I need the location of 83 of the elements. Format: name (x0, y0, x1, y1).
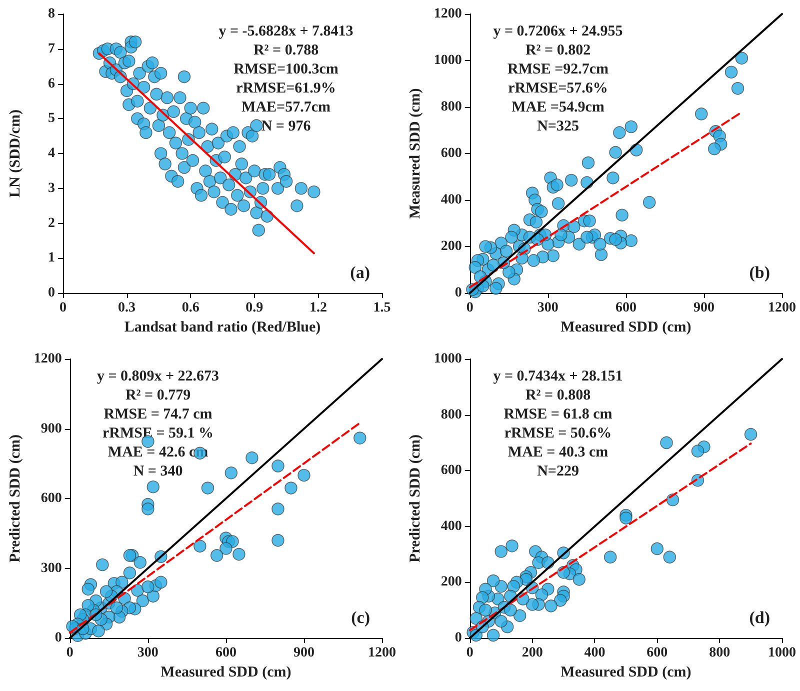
annotation: y = 0.7434x + 28.151 (493, 368, 623, 384)
x-tick-label: 600 (646, 646, 668, 660)
y-tick-label: 0 (454, 630, 462, 646)
annotation: N = 976 (261, 118, 312, 134)
annotation: (d) (749, 608, 770, 627)
x-tick-label: 900 (693, 300, 714, 316)
annotation: MAE =54.9cm (512, 100, 605, 116)
annotation: y = 0.7206x + 24.955 (493, 24, 623, 40)
annotation: y = -5.6828x + 7.8413 (218, 24, 354, 40)
annotation: RMSE = 74.7 cm (104, 406, 213, 422)
annotation: rRMSE=57.6% (508, 80, 608, 96)
x-tick-label: 300 (137, 646, 158, 660)
x-axis-title: Landsat band ratio (Red/Blue) (124, 319, 321, 336)
y-tick-label: 7 (48, 41, 55, 56)
annotation: rRMSE=61.9% (236, 80, 336, 96)
annotation: RMSE = 61.8 cm (504, 406, 613, 422)
annotation: R² = 0.802 (525, 42, 591, 58)
y-tick-label: 200 (440, 574, 462, 590)
x-tick-label: 1.2 (309, 300, 327, 316)
annotation: RMSE=100.3cm (234, 62, 339, 78)
x-axis-title: Measured SDD (cm) (560, 319, 692, 336)
annotation: N=229 (537, 464, 579, 480)
x-tick-label: 1000 (768, 646, 796, 660)
y-tick-label: 200 (440, 239, 462, 254)
y-tick-label: 6 (48, 76, 55, 92)
x-tick-label: 600 (215, 646, 236, 660)
y-tick-label: 0 (54, 630, 62, 646)
y-tick-label: 900 (40, 421, 62, 436)
annotation: R² = 0.779 (125, 388, 191, 404)
x-tick-label: 300 (537, 300, 558, 316)
y-tick-label: 5 (48, 111, 55, 126)
annotation: R² = 0.808 (525, 388, 591, 404)
x-axis-title: Measured SDD (cm) (560, 664, 692, 680)
annotation: MAE = 40.3 cm (508, 444, 609, 460)
y-tick-label: 400 (440, 518, 462, 534)
x-tick-label: 1200 (368, 646, 396, 660)
y-tick-label: 600 (440, 146, 462, 161)
y-tick-label: 4 (48, 146, 55, 161)
y-tick-label: 800 (440, 100, 462, 114)
annotation: (a) (350, 263, 370, 282)
x-tick-label: 0 (466, 300, 474, 316)
y-tick-label: 400 (440, 192, 462, 208)
annotation: N = 340 (133, 464, 183, 480)
y-tick-label: 2 (48, 216, 55, 231)
x-tick-label: 400 (584, 646, 606, 660)
y-tick-label: 0 (48, 286, 55, 300)
y-tick-label: 300 (40, 560, 62, 576)
x-tick-label: 0 (66, 646, 74, 660)
y-tick-label: 3 (48, 180, 55, 196)
annotation: N=325 (537, 118, 579, 134)
y-tick-label: 0 (454, 286, 462, 300)
x-tick-label: 0.9 (246, 300, 264, 316)
annotation: rRMSE = 50.6% (504, 426, 612, 442)
y-tick-label: 600 (40, 491, 62, 506)
x-tick-label: 0.6 (182, 300, 200, 316)
y-tick-label: 1000 (434, 352, 462, 366)
annotation: rRMSE = 59.1 % (102, 426, 214, 442)
x-tick-label: 0.3 (118, 300, 136, 316)
y-tick-label: 600 (440, 463, 462, 478)
y-axis-title: Predicted SDD (cm) (8, 434, 24, 563)
annotation: RMSE =92.7cm (507, 62, 610, 78)
x-tick-label: 1.5 (373, 300, 391, 316)
x-axis-title: Measured SDD (cm) (160, 664, 292, 680)
y-tick-label: 1 (48, 250, 55, 266)
y-tick-label: 1200 (434, 6, 462, 22)
annotation: MAE=57.7cm (242, 100, 331, 116)
y-tick-label: 8 (48, 6, 55, 22)
annotation: R² = 0.788 (253, 42, 319, 58)
annotation: (b) (749, 263, 770, 282)
x-tick-label: 600 (615, 300, 636, 316)
y-tick-label: 800 (440, 407, 462, 422)
y-axis-title: LN (SDD/cm) (8, 110, 24, 198)
x-tick-label: 0 (466, 646, 474, 660)
x-tick-label: 1200 (768, 300, 796, 316)
y-axis-title: Measured SDD (cm) (408, 88, 424, 219)
y-tick-label: 1000 (434, 53, 462, 68)
annotation: (c) (351, 608, 370, 627)
annotation: y = 0.809x + 22.673 (96, 368, 220, 384)
x-tick-label: 900 (293, 646, 314, 660)
y-axis-title: Predicted SDD (cm) (408, 434, 424, 563)
x-tick-label: 200 (522, 646, 543, 660)
y-tick-label: 1200 (34, 352, 62, 366)
x-tick-label: 800 (709, 646, 730, 660)
